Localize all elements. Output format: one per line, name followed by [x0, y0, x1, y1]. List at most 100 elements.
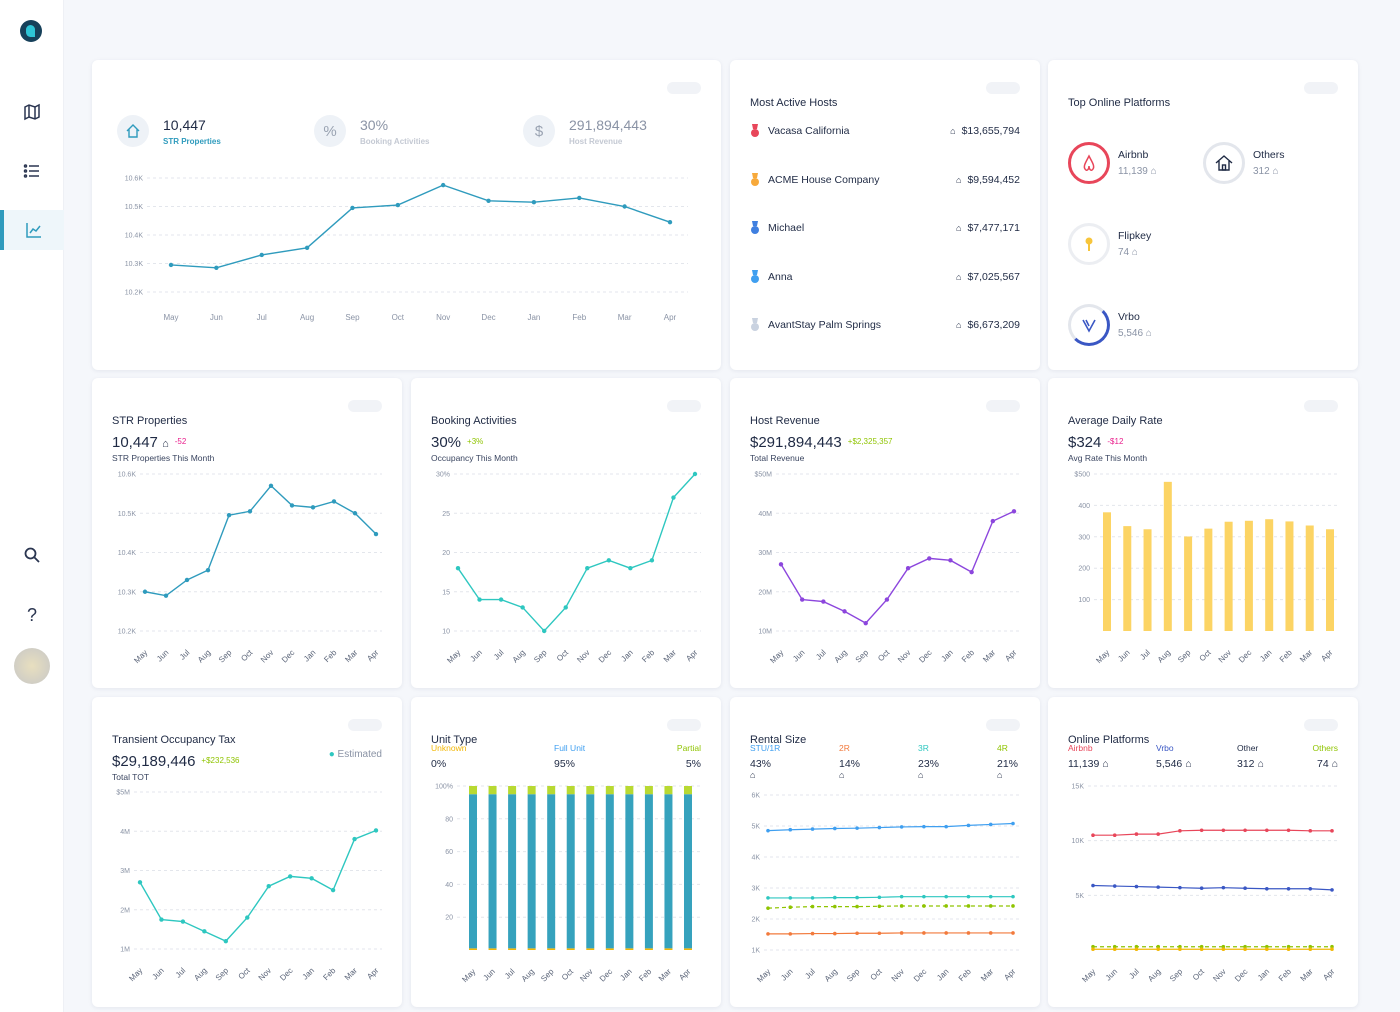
card-menu-pill[interactable]: [348, 400, 382, 412]
online-platforms-chart: 5K 10K 15K May Jun Jul Aug Sep Oct Nov Dec Jan Feb Ma…: [1072, 784, 1338, 984]
x-tick-label: Jun: [1104, 967, 1119, 982]
card-menu-pill[interactable]: [986, 719, 1020, 731]
legend-3r: 3R 23% ⌂: [918, 743, 940, 780]
data-point: [944, 894, 948, 899]
data-point: [944, 904, 948, 908]
data-point: [1091, 833, 1095, 837]
str-properties-chart: 10.2K 10.3K 10.4K 10.5K 10.6K May Jun Jul Aug Sep…: [118, 472, 382, 665]
rental-size-legend: STU/1R 43% ⌂ 2R 14% ⌂ 3R 23% ⌂ 4R 21% ⌂: [750, 743, 1020, 787]
data-point: [821, 599, 826, 604]
data-point: [969, 569, 974, 575]
y-tick-label: 10.4K: [118, 550, 137, 557]
bar-segment: [547, 794, 556, 949]
host-row[interactable]: Vacasa California ⌂ $13,655,794: [750, 124, 1020, 138]
data-point: [202, 929, 207, 934]
card-menu-pill[interactable]: [986, 82, 1020, 94]
medal-icon: [751, 269, 759, 283]
host-row[interactable]: AvantStay Palm Springs ⌂ $6,673,209: [750, 318, 1020, 332]
card-menu-pill[interactable]: [986, 400, 1020, 412]
percent-icon: %: [314, 115, 346, 147]
data-point: [788, 896, 793, 900]
legend-others: Others 74 ⌂: [1312, 743, 1338, 770]
card-menu-pill[interactable]: [1304, 400, 1338, 412]
data-point: [863, 620, 868, 626]
x-tick-label: Nov: [1217, 648, 1233, 664]
data-point: [988, 894, 993, 899]
x-tick-label: Oct: [1191, 967, 1207, 983]
data-point: [373, 531, 379, 537]
data-point: [1243, 886, 1247, 891]
x-tick-label: Nov: [578, 967, 594, 983]
data-point: [563, 605, 568, 610]
data-point: [1011, 509, 1017, 514]
data-point: [163, 593, 169, 598]
data-point: [671, 495, 676, 500]
help-icon[interactable]: ?: [26, 604, 37, 625]
x-tick-label: Jul: [174, 966, 188, 980]
host-name: AvantStay Palm Springs: [768, 319, 882, 331]
bar-segment: [644, 794, 653, 949]
data-point: [1112, 833, 1117, 837]
data-point: [168, 262, 174, 268]
bar-segment: [469, 786, 477, 795]
search-icon[interactable]: [0, 535, 64, 575]
data-point: [309, 876, 314, 881]
estimated-badge: ● Estimated: [328, 749, 382, 760]
x-tick-label: May: [445, 648, 462, 665]
bar-segment: [625, 786, 634, 795]
x-tick-label: Dec: [598, 967, 614, 983]
y-tick-label: 10.2K: [125, 290, 144, 297]
data-point: [1221, 947, 1226, 952]
legend-full-unit: Full Unit 95%: [554, 743, 586, 770]
medal-icon: [751, 221, 759, 234]
chart-icon[interactable]: [0, 210, 64, 250]
y-tick-label: 60: [445, 849, 453, 856]
card-menu-pill[interactable]: [1304, 82, 1338, 94]
x-tick-label: Jul: [814, 648, 828, 662]
card-menu-pill[interactable]: [348, 719, 382, 731]
host-row[interactable]: ACME House Company ⌂ $9,594,452: [750, 172, 1020, 187]
data-point: [1156, 832, 1160, 836]
card-menu-pill[interactable]: [667, 719, 701, 731]
data-point: [520, 605, 525, 610]
medal-icon: [751, 318, 759, 331]
data-point: [855, 931, 859, 936]
y-tick-label: 10: [442, 629, 450, 636]
home-icon: ⌂: [956, 271, 962, 282]
map-icon[interactable]: [0, 92, 64, 132]
host-revenue-chart: 10M 20M 30M 40M $50M May Jun Jul Aug Sep Oct Nov Dec…: [754, 472, 1020, 665]
platform-others[interactable]: Others 312 ⌂: [1203, 142, 1285, 184]
data-point: [1199, 947, 1204, 952]
data-point: [766, 896, 770, 900]
x-tick-label: Sep: [539, 967, 556, 984]
card-menu-pill[interactable]: [667, 400, 701, 412]
home-icon: [117, 115, 149, 147]
data-point: [1330, 829, 1334, 833]
data-point: [944, 824, 948, 829]
data-point: [833, 826, 837, 831]
data-point: [1221, 885, 1226, 890]
data-point: [788, 905, 793, 910]
platform-airbnb[interactable]: Airbnb 11,139 ⌂: [1068, 142, 1157, 184]
data-point: [899, 931, 904, 935]
x-tick-label: Dec: [912, 967, 928, 983]
card-menu-pill[interactable]: [667, 82, 701, 94]
y-tick-label: 40: [445, 882, 453, 889]
app-logo[interactable]: [20, 20, 42, 42]
y-tick-label: 2M: [120, 907, 130, 914]
data-point: [877, 825, 882, 830]
platform-vrbo[interactable]: Vrbo 5,546 ⌂: [1068, 304, 1152, 346]
x-tick-label: Aug: [192, 966, 208, 982]
data-point: [788, 827, 793, 832]
card-menu-pill[interactable]: [1304, 719, 1338, 731]
platform-flipkey[interactable]: Flipkey 74 ⌂: [1068, 223, 1151, 265]
bar: [1285, 521, 1294, 631]
data-point: [1308, 947, 1313, 952]
avatar[interactable]: [14, 648, 50, 684]
y-tick-label: 1M: [120, 947, 130, 954]
data-point: [788, 932, 793, 936]
host-row[interactable]: Michael ⌂ $7,477,171: [750, 221, 1020, 235]
bar-segment: [644, 786, 653, 795]
list-icon[interactable]: [0, 151, 64, 191]
host-row[interactable]: Anna ⌂ $7,025,567: [750, 269, 1020, 284]
